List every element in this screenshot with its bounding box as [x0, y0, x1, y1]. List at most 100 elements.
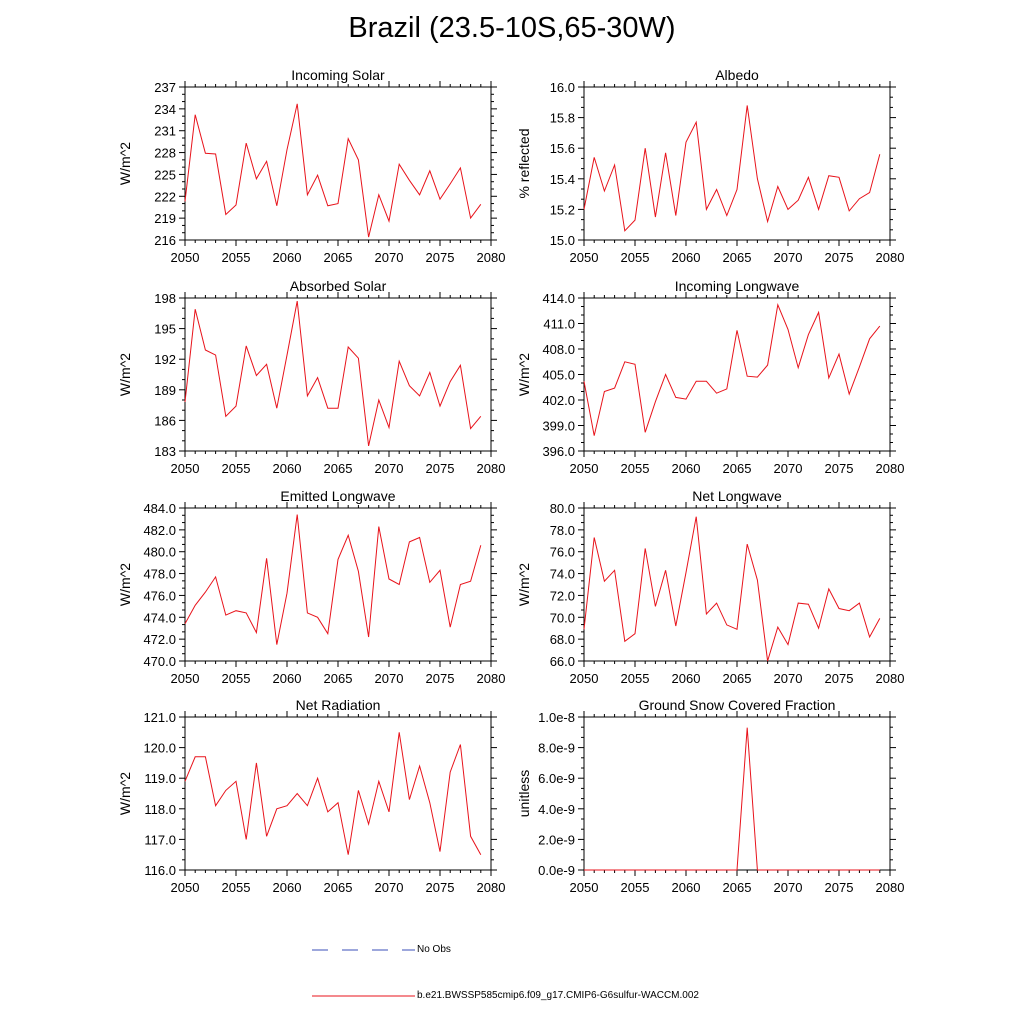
- y-tick-label: 198: [154, 291, 176, 306]
- x-tick-label: 2070: [375, 461, 404, 476]
- x-tick-label: 2080: [876, 461, 905, 476]
- series-line: [584, 727, 880, 871]
- plot-frame: [583, 86, 891, 241]
- y-tick-label: 0.0e-9: [538, 863, 575, 878]
- chart-panel-7: Net Radiation W/m^2 2050 2055 2060 2065 2070 20…: [117, 697, 505, 895]
- x-tick-label: 2080: [876, 250, 905, 265]
- x-tick-label: 2080: [477, 671, 506, 686]
- x-tick-label: 2060: [273, 250, 302, 265]
- x-tick-label: 2060: [672, 880, 701, 895]
- plot-frame: [184, 297, 492, 452]
- y-tick-label: 1.0e-8: [538, 710, 575, 725]
- y-tick-label: 68.0: [550, 632, 575, 647]
- x-tick-label: 2075: [825, 250, 854, 265]
- y-tick-label: 414.0: [542, 291, 575, 306]
- x-tick-label: 2075: [426, 880, 455, 895]
- x-tick-label: 2060: [273, 671, 302, 686]
- x-tick-label: 2080: [876, 671, 905, 686]
- y-tick-label: 15.0: [550, 233, 575, 248]
- chart-title: Incoming Longwave: [675, 278, 800, 294]
- x-tick-label: 2075: [825, 461, 854, 476]
- y-tick-label: 4.0e-9: [538, 802, 575, 817]
- y-axis-label: W/m^2: [117, 563, 133, 606]
- x-tick-label: 2070: [774, 250, 803, 265]
- x-tick-label: 2075: [825, 880, 854, 895]
- x-tick-label: 2070: [375, 880, 404, 895]
- y-tick-label: 405.0: [542, 368, 575, 383]
- y-tick-label: 402.0: [542, 393, 575, 408]
- x-tick-label: 2050: [570, 250, 599, 265]
- x-tick-label: 2060: [672, 250, 701, 265]
- x-tick-label: 2065: [723, 671, 752, 686]
- y-tick-label: 480.0: [143, 545, 176, 560]
- y-tick-label: 231: [154, 124, 176, 139]
- y-tick-label: 484.0: [143, 501, 176, 516]
- y-tick-label: 78.0: [550, 523, 575, 538]
- y-tick-label: 472.0: [143, 632, 176, 647]
- x-tick-label: 2065: [324, 461, 353, 476]
- y-tick-label: 120.0: [143, 741, 176, 756]
- y-axis-label: W/m^2: [516, 353, 532, 396]
- x-tick-label: 2065: [723, 250, 752, 265]
- x-tick-label: 2050: [171, 880, 200, 895]
- chart-title: Net Longwave: [692, 488, 782, 504]
- series-line: [583, 303, 881, 436]
- x-tick-label: 2075: [825, 671, 854, 686]
- x-tick-label: 2065: [324, 671, 353, 686]
- y-tick-label: 237: [154, 80, 176, 95]
- chart-title: Incoming Solar: [291, 67, 385, 83]
- series-line: [184, 514, 482, 645]
- y-tick-label: 225: [154, 167, 176, 182]
- y-tick-label: 117.0: [144, 832, 176, 847]
- y-tick-label: 216: [154, 233, 176, 248]
- chart-panel-8: Ground Snow Covered Fraction unitless 2050…: [516, 697, 904, 895]
- chart-panel-1: Incoming Solar W/m^2 2050 2055 2060 2065 2070 2…: [117, 67, 505, 265]
- x-tick-label: 2070: [774, 461, 803, 476]
- x-tick-label: 2055: [222, 880, 251, 895]
- y-tick-label: 118.0: [144, 802, 176, 817]
- y-tick-label: 121.0: [143, 710, 176, 725]
- x-tick-label: 2050: [171, 250, 200, 265]
- y-tick-label: 399.0: [542, 419, 575, 434]
- y-tick-label: 195: [154, 322, 176, 337]
- y-tick-label: 411.0: [543, 317, 575, 332]
- plot-frame: [184, 507, 492, 662]
- chart-title: Albedo: [715, 67, 759, 83]
- y-tick-label: 8.0e-9: [538, 741, 575, 756]
- x-tick-label: 2050: [570, 880, 599, 895]
- y-tick-label: 2.0e-9: [538, 832, 575, 847]
- chart-panel-3: Absorbed Solar W/m^2 2050 2055 2060 2065 2070 2…: [117, 278, 505, 476]
- series-line: [583, 516, 881, 662]
- chart-title: Ground Snow Covered Fraction: [639, 697, 836, 713]
- x-tick-label: 2065: [324, 250, 353, 265]
- y-axis-label: W/m^2: [516, 563, 532, 606]
- y-tick-label: 119.0: [144, 771, 176, 786]
- y-tick-label: 183: [154, 444, 176, 459]
- plot-frame: [184, 86, 492, 241]
- x-tick-label: 2050: [171, 461, 200, 476]
- x-tick-label: 2060: [672, 461, 701, 476]
- y-tick-label: 408.0: [542, 342, 575, 357]
- y-tick-label: 116.0: [144, 863, 176, 878]
- x-tick-label: 2075: [426, 250, 455, 265]
- chart-panel-4: Incoming Longwave W/m^2 2050 2055 2060 2065 20…: [516, 278, 904, 476]
- x-tick-label: 2055: [621, 671, 650, 686]
- x-tick-label: 2080: [477, 250, 506, 265]
- x-tick-label: 2060: [672, 671, 701, 686]
- x-tick-label: 2080: [876, 880, 905, 895]
- x-tick-label: 2055: [222, 250, 251, 265]
- y-axis-label: % reflected: [516, 128, 532, 198]
- x-tick-label: 2060: [273, 461, 302, 476]
- y-axis-label: W/m^2: [117, 772, 133, 815]
- y-tick-label: 474.0: [143, 610, 176, 625]
- y-tick-label: 396.0: [542, 444, 575, 459]
- x-tick-label: 2080: [477, 880, 506, 895]
- y-tick-label: 72.0: [550, 588, 575, 603]
- chart-panel-5: Emitted Longwave W/m^2 2050 2055 2060 2065 207…: [117, 488, 505, 686]
- y-tick-label: 470.0: [143, 654, 176, 669]
- x-tick-label: 2060: [273, 880, 302, 895]
- y-tick-label: 15.2: [550, 202, 575, 217]
- y-tick-label: 476.0: [143, 588, 176, 603]
- y-tick-label: 15.8: [550, 111, 575, 126]
